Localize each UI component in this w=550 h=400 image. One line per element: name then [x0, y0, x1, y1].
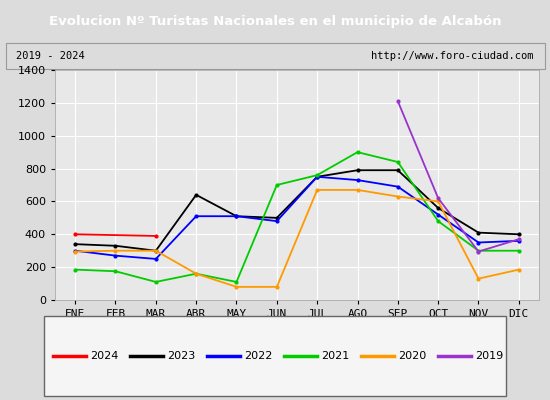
Text: 2023: 2023 — [167, 351, 195, 361]
Text: 2019: 2019 — [475, 351, 503, 361]
Text: 2024: 2024 — [90, 351, 119, 361]
Text: 2019 - 2024: 2019 - 2024 — [16, 51, 85, 61]
Text: http://www.foro-ciudad.com: http://www.foro-ciudad.com — [371, 51, 534, 61]
Text: 2022: 2022 — [244, 351, 273, 361]
Text: 2020: 2020 — [398, 351, 426, 361]
Text: 2021: 2021 — [321, 351, 349, 361]
Text: Evolucion Nº Turistas Nacionales en el municipio de Alcabón: Evolucion Nº Turistas Nacionales en el m… — [49, 14, 501, 28]
